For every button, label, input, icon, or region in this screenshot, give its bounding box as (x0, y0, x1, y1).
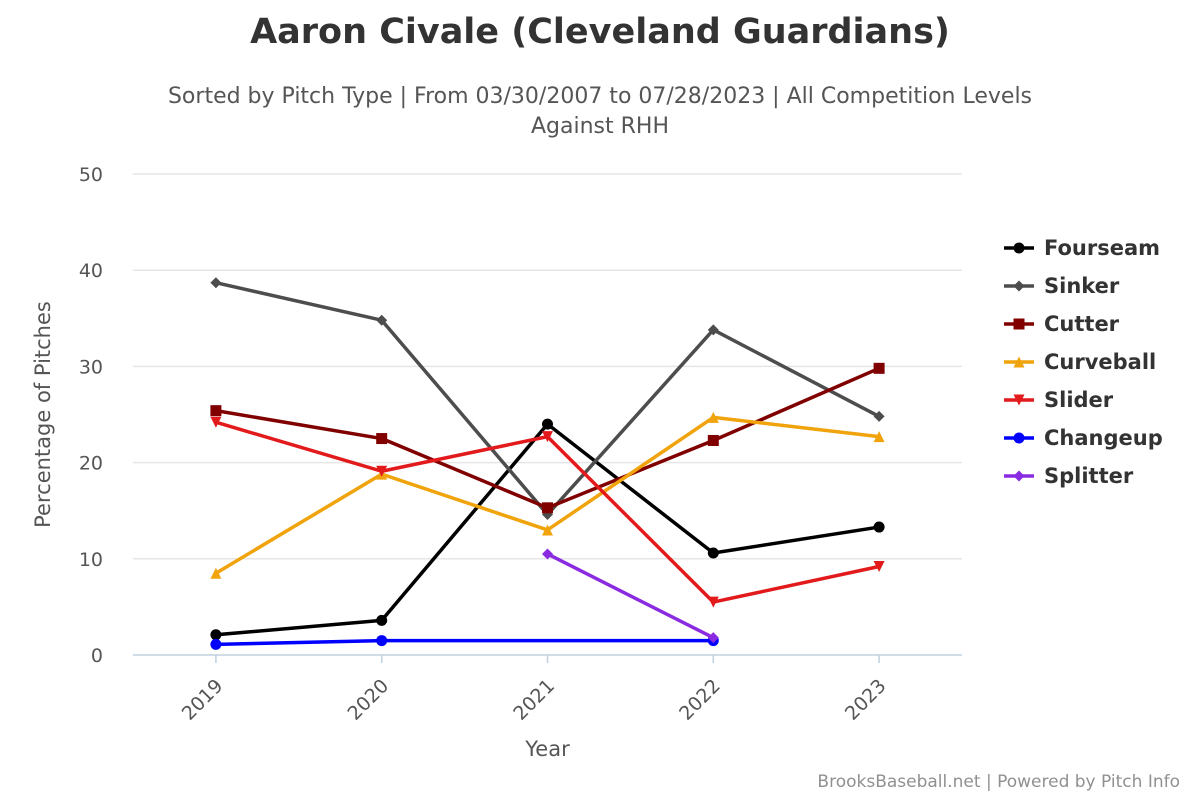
data-point[interactable] (707, 324, 719, 336)
y-tick-label: 30 (79, 356, 103, 378)
legend-item-splitter[interactable]: Splitter (1004, 464, 1134, 488)
x-tick-label: 2023 (841, 675, 891, 725)
data-point[interactable] (707, 411, 719, 423)
legend-item-sinker[interactable]: Sinker (1004, 274, 1120, 298)
legend-marker (1013, 356, 1025, 368)
y-axis-title: Percentage of Pitches (31, 301, 55, 528)
x-tick-label: 2021 (509, 675, 559, 725)
data-point[interactable] (210, 277, 222, 289)
data-point[interactable] (542, 431, 553, 443)
legend-label: Cutter (1044, 312, 1120, 336)
data-point[interactable] (210, 405, 222, 417)
legend-label: Sinker (1044, 274, 1120, 298)
x-tick-label: 2019 (178, 675, 228, 725)
series-fourseam (210, 418, 885, 641)
legend-item-cutter[interactable]: Cutter (1004, 312, 1120, 336)
data-point[interactable] (542, 418, 553, 430)
legend: Fourseam Sinker Cutter Curveball Slider Chang… (1004, 236, 1163, 488)
series-splitter (542, 548, 719, 644)
legend-marker (1013, 242, 1025, 254)
series-line (215, 638, 714, 647)
data-point[interactable] (376, 635, 388, 647)
y-tick-label: 20 (79, 453, 103, 475)
data-point[interactable] (707, 434, 719, 446)
x-tick-label: 2022 (675, 675, 725, 725)
series-line (546, 552, 715, 640)
series-cutter (210, 362, 885, 514)
series-changeup (210, 635, 719, 650)
data-point[interactable] (542, 502, 553, 514)
x-tick-label: 2020 (343, 675, 393, 725)
chart-subtitle: Sorted by Pitch Type | From 03/30/2007 t… (0, 82, 1200, 142)
data-point[interactable] (542, 548, 553, 560)
subtitle-line-2: Against RHH (530, 114, 669, 139)
subtitle-line-1: Sorted by Pitch Type | From 03/30/2007 t… (167, 84, 1033, 109)
data-point[interactable] (873, 560, 885, 572)
legend-marker (1013, 280, 1025, 292)
data-point[interactable] (210, 416, 222, 428)
series-curveball (210, 411, 885, 579)
y-tick-label: 0 (91, 645, 103, 667)
series-sinker (210, 277, 885, 521)
data-point[interactable] (873, 431, 885, 443)
grid-lines (133, 173, 962, 656)
legend-item-changeup[interactable]: Changeup (1004, 426, 1163, 450)
y-tick-label: 10 (79, 549, 103, 571)
legend-item-curveball[interactable]: Curveball (1004, 350, 1156, 374)
data-point[interactable] (210, 567, 222, 579)
legend-marker (1013, 318, 1025, 330)
x-axis-title: Year (524, 737, 570, 761)
data-point[interactable] (707, 632, 719, 644)
data-point[interactable] (707, 547, 719, 559)
data-point[interactable] (873, 410, 885, 422)
legend-item-slider[interactable]: Slider (1004, 388, 1114, 412)
data-point[interactable] (376, 433, 388, 445)
data-point[interactable] (873, 362, 885, 374)
data-point[interactable] (376, 314, 388, 326)
legend-label: Changeup (1044, 426, 1163, 450)
legend-label: Slider (1044, 388, 1114, 412)
data-point[interactable] (210, 629, 222, 641)
y-tick-label: 40 (79, 260, 103, 282)
legend-marker (1013, 432, 1025, 444)
data-point[interactable] (376, 465, 388, 477)
legend-label: Fourseam (1044, 236, 1160, 260)
legend-marker (1013, 394, 1025, 406)
data-point[interactable] (542, 524, 553, 536)
legend-item-fourseam[interactable]: Fourseam (1004, 236, 1160, 260)
data-point[interactable] (707, 596, 719, 608)
legend-label: Splitter (1044, 464, 1134, 488)
series-line (215, 280, 880, 517)
credits-link[interactable]: BrooksBaseball.net | Powered by Pitch In… (817, 772, 1180, 792)
legend-marker (1013, 470, 1025, 482)
chart-title: Aaron Civale (Cleveland Guardians) (250, 12, 950, 52)
series-lines (210, 277, 885, 650)
data-point[interactable] (376, 614, 388, 626)
y-tick-label: 50 (79, 164, 103, 186)
series-slider (210, 416, 885, 608)
data-point[interactable] (210, 638, 222, 650)
data-point[interactable] (873, 521, 885, 533)
legend-label: Curveball (1044, 350, 1156, 374)
